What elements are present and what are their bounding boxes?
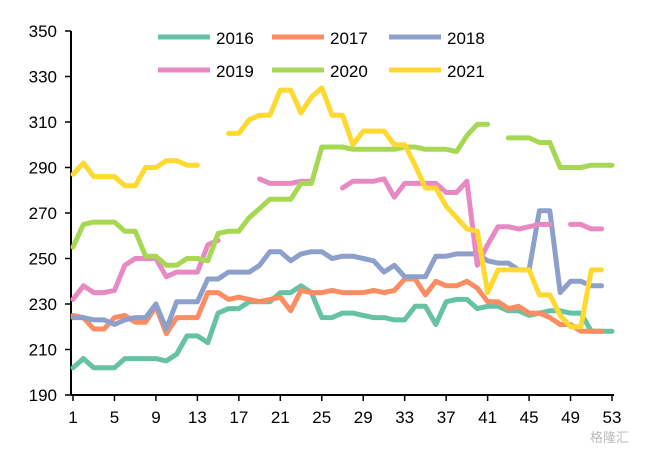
x-tick-label: 37 <box>437 408 456 427</box>
x-tick-label: 49 <box>561 408 580 427</box>
legend-label-2020: 2020 <box>330 62 368 81</box>
y-tick-label: 350 <box>29 22 57 41</box>
x-tick-label: 25 <box>312 408 331 427</box>
y-tick-label: 230 <box>29 295 57 314</box>
legend-label-2018: 2018 <box>447 29 485 48</box>
legend-label-2019: 2019 <box>216 62 254 81</box>
series-line-2021 <box>70 85 605 330</box>
x-tick-label: 21 <box>271 408 290 427</box>
legend-label-2016: 2016 <box>216 29 254 48</box>
x-tick-label: 13 <box>188 408 207 427</box>
y-tick-label: 190 <box>29 386 57 405</box>
x-tick-label: 29 <box>354 408 373 427</box>
y-tick-label: 330 <box>29 68 57 87</box>
x-tick-label: 1 <box>68 408 77 427</box>
x-tick-label: 53 <box>603 408 622 427</box>
y-tick-label: 290 <box>29 159 57 178</box>
x-tick-label: 9 <box>151 408 160 427</box>
x-tick-label: 45 <box>520 408 539 427</box>
legend-label-2021: 2021 <box>447 62 485 81</box>
series-line-2019 <box>70 176 605 302</box>
watermark: 格隆汇 <box>590 430 629 445</box>
x-tick-label: 5 <box>110 408 119 427</box>
x-tick-label: 41 <box>478 408 497 427</box>
x-tick-label: 17 <box>229 408 248 427</box>
y-tick-label: 250 <box>29 250 57 269</box>
x-tick-label: 33 <box>395 408 414 427</box>
series-line-2016 <box>70 283 615 371</box>
legend-label-2017: 2017 <box>330 29 368 48</box>
y-tick-label: 210 <box>29 341 57 360</box>
series-line-2020 <box>70 121 615 268</box>
series-line-2018 <box>70 208 605 332</box>
y-tick-label: 270 <box>29 204 57 223</box>
y-tick-label: 310 <box>29 113 57 132</box>
